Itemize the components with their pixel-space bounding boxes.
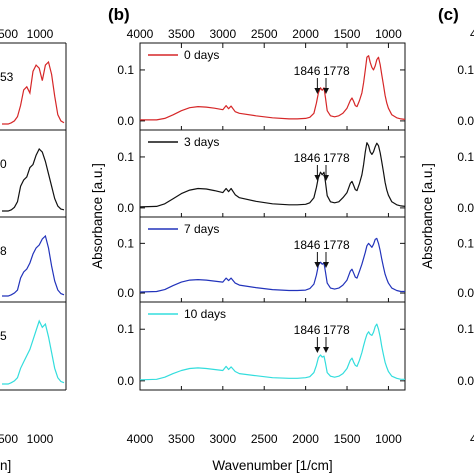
right-bottom-tick-fragment: 4 [470, 432, 474, 446]
peak-arrow-head [314, 175, 321, 181]
peak-arrow-head [323, 175, 330, 181]
peak-arrow-head [323, 347, 330, 353]
left-subplot: 5 [0, 301, 67, 391]
peak-label-1846: 1846 [294, 151, 321, 165]
left-series-line [2, 319, 65, 385]
y-tick-label: 0.0 [117, 286, 134, 300]
main-panel-b: (b) 4000 3500 3000 2500 2000 1500 1000 4000 3500 3… [90, 5, 406, 473]
right-y-tick-label: 0.1 [457, 236, 474, 250]
subplot-1: 0.0 0.1 0 days 1846 1778 [117, 42, 406, 131]
y-tick-label: 0.1 [117, 322, 134, 336]
peak-label-1778: 1778 [323, 323, 350, 337]
bottom-x-tick-label: 2500 [251, 432, 278, 446]
series-line [139, 237, 405, 293]
subplot-frame [139, 301, 406, 391]
series-line [139, 142, 406, 208]
panel-label-c: (c) [438, 5, 459, 24]
left-top-tick-label: 500 [0, 27, 18, 41]
legend-label: 10 days [184, 307, 226, 321]
left-subplot: 8 [0, 216, 67, 303]
left-peak-fragment: 53 [0, 70, 14, 84]
peak-label-1846: 1846 [294, 238, 321, 252]
series-line [139, 323, 405, 381]
right-y-tick-label: 0.0 [457, 374, 474, 388]
left-series-line [2, 147, 65, 212]
top-x-tick-label: 3500 [168, 27, 195, 41]
y-tick-label: 0.1 [117, 150, 134, 164]
left-bottom-tick-label: 500 [0, 432, 18, 446]
y-tick-label: 0.0 [117, 201, 134, 215]
legend-label: 3 days [184, 135, 219, 149]
y-tick-label: 0.0 [117, 114, 134, 128]
left-subplot: 53 [0, 42, 67, 131]
bottom-x-tick-label: 1500 [334, 432, 361, 446]
bottom-x-tick-label: 3500 [168, 432, 195, 446]
subplot-4: 0.0 0.1 10 days 1846 1778 [117, 301, 406, 391]
peak-label-1778: 1778 [323, 238, 350, 252]
y-tick-label: 0.1 [117, 63, 134, 77]
left-xlabel-fragment: n] [0, 458, 11, 473]
peak-label-1778: 1778 [323, 64, 350, 78]
peak-arrow-head [314, 88, 321, 94]
peak-label-1778: 1778 [323, 151, 350, 165]
peak-arrow-head [314, 262, 321, 268]
left-subplot: 0 [0, 129, 67, 218]
top-x-tick-label: 2000 [292, 27, 319, 41]
right-partial-panel-c: (c) 4 4 Absorbance [a.u.] 0.1 0.0 0.1 0.0 0.1 0.0… [420, 5, 474, 446]
right-y-tick-label: 0.1 [457, 150, 474, 164]
right-y-tick-label: 0.1 [457, 63, 474, 77]
legend-label: 7 days [184, 222, 219, 236]
left-series-line [2, 60, 65, 125]
subplot-3: 0.0 0.1 7 days 1846 1778 [117, 216, 406, 303]
bottom-x-tick-label: 4000 [127, 432, 154, 446]
right-y-tick-label: 0.0 [457, 114, 474, 128]
subplot-frame [139, 42, 406, 131]
peak-arrow-head [323, 262, 330, 268]
top-x-tick-label: 3000 [209, 27, 236, 41]
right-y-tick-label: 0.0 [457, 286, 474, 300]
top-x-tick-label: 1500 [334, 27, 361, 41]
top-x-tick-label: 2500 [251, 27, 278, 41]
series-line [140, 55, 406, 121]
left-peak-fragment: 5 [0, 329, 7, 343]
subplot-2: 0.0 0.1 3 days 1846 1778 [117, 129, 406, 218]
left-peak-fragment: 8 [0, 244, 7, 258]
peak-label-1846: 1846 [294, 323, 321, 337]
panel-label-b: (b) [108, 5, 130, 24]
right-top-tick-fragment: 4 [470, 27, 474, 41]
y-tick-label: 0.0 [117, 374, 134, 388]
y-axis-label: Absorbance [a.u.] [90, 163, 105, 269]
peak-arrow-head [314, 347, 321, 353]
right-y-tick-label: 0.1 [457, 322, 474, 336]
left-series-line [2, 234, 65, 297]
left-top-tick-label: 1000 [27, 27, 54, 41]
right-y-axis-label: Absorbance [a.u.] [420, 163, 435, 269]
right-y-tick-label: 0.0 [457, 201, 474, 215]
left-bottom-tick-label: 1000 [27, 432, 54, 446]
top-x-tick-label: 1000 [375, 27, 402, 41]
left-partial-panel: 500 1000 500 1000 n] 53 0 8 5 [0, 27, 67, 473]
left-peak-fragment: 0 [0, 157, 7, 171]
bottom-x-tick-label: 2000 [292, 432, 319, 446]
bottom-x-tick-label: 3000 [209, 432, 236, 446]
peak-arrow-head [323, 88, 330, 94]
bottom-x-tick-label: 1000 [375, 432, 402, 446]
x-axis-label: Wavenumber [1/cm] [212, 458, 332, 473]
peak-label-1846: 1846 [294, 64, 321, 78]
top-x-tick-label: 4000 [127, 27, 154, 41]
y-tick-label: 0.1 [117, 236, 134, 250]
legend-label: 0 days [184, 48, 219, 62]
